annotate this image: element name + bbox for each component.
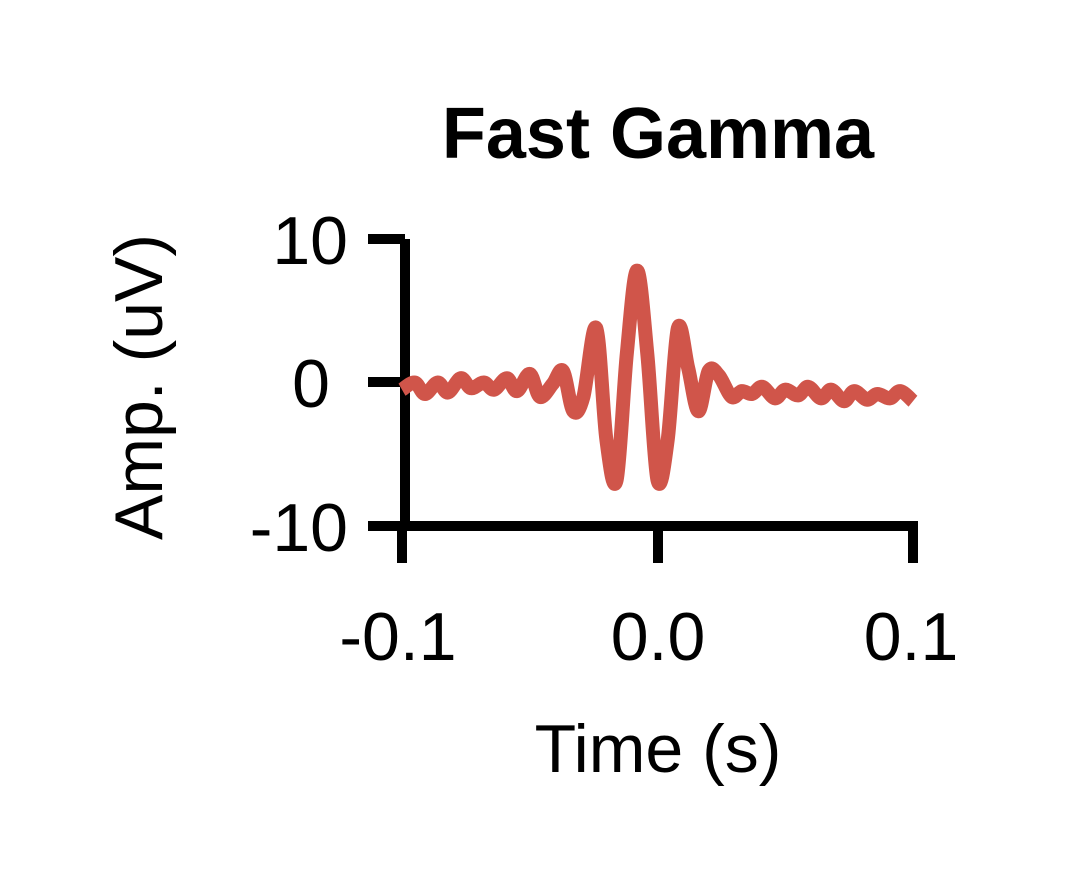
y-tick-label-minus-10: -10 (250, 490, 348, 566)
x-tick-label-0-1: 0.1 (864, 599, 959, 675)
y-tick-label-10: 10 (272, 203, 348, 279)
x-tick-label-0-0: 0.0 (611, 599, 706, 675)
chart-title: Fast Gamma (442, 94, 875, 174)
series-layer (398, 263, 918, 491)
x-tick-label-minus-0-1: -0.1 (339, 599, 456, 675)
y-tick-label-0: 0 (292, 346, 330, 422)
y-axis-label: Amp. (uV) (101, 234, 177, 540)
series-line-0 (398, 263, 918, 491)
x-axis-label: Time (s) (535, 711, 782, 787)
